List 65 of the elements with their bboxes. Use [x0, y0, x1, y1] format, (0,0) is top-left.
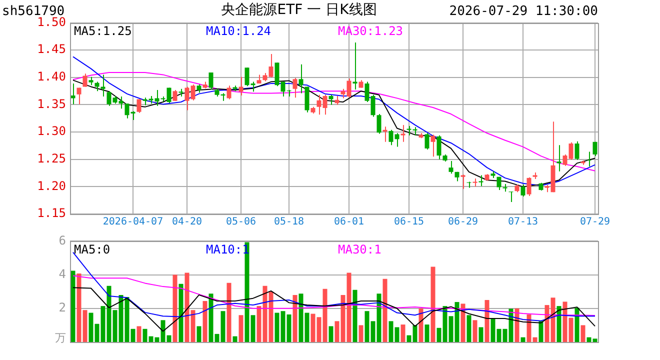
x-tick-label: 04-20: [172, 216, 202, 228]
x-tick-label: 05-06: [226, 216, 256, 228]
x-tick-label: 07-13: [508, 216, 538, 228]
bar: [520, 337, 526, 342]
bar: [70, 270, 76, 342]
bar: [358, 325, 364, 342]
y-axis-title: 万: [55, 331, 66, 344]
candlestick: [490, 170, 496, 178]
text: MA30:1.23: [338, 24, 404, 38]
bar: [466, 315, 472, 342]
y-tick-label: 1.40: [37, 70, 66, 84]
text: MA10:1.24: [206, 24, 272, 38]
y-tick-label: 1.20: [37, 178, 66, 193]
bar: [472, 320, 478, 342]
bar: [382, 278, 388, 342]
candlestick: [478, 174, 484, 187]
bar: [460, 304, 466, 342]
candlestick: [532, 172, 538, 180]
bar: [352, 290, 358, 342]
bar: [418, 308, 424, 342]
bar: [424, 324, 430, 342]
candlestick: [88, 76, 94, 86]
x-tick-label: 06-29: [448, 216, 478, 228]
bar: [292, 294, 298, 342]
bar: [136, 326, 142, 342]
bar: [226, 282, 232, 342]
bar: [238, 315, 244, 342]
y-tick-label: 2: [58, 300, 66, 315]
bar: [400, 324, 406, 342]
bar: [430, 266, 436, 342]
bar: [484, 300, 490, 342]
candlestick: [460, 174, 466, 190]
bar: [556, 306, 562, 342]
x-tick-label: 2026-04-07: [102, 216, 164, 228]
y-tick-label: 1.30: [37, 124, 66, 138]
y-tick-label: 1.25: [37, 151, 66, 166]
candlestick: [502, 183, 508, 192]
y-tick-label: 1.35: [37, 96, 66, 111]
bar: [202, 301, 208, 342]
bar: [580, 325, 586, 342]
y-tick-label: 6: [58, 233, 66, 248]
candlestick: [100, 74, 106, 98]
bar: [328, 326, 334, 342]
x-tick-label: 06-01: [334, 216, 364, 228]
bar: [574, 308, 580, 342]
text: 2026-07-29 11:30:00: [449, 4, 598, 19]
candlestick: [400, 124, 406, 142]
y-tick-label: 1.45: [37, 42, 66, 56]
bar: [538, 321, 544, 342]
text: MA5:1.25: [74, 24, 132, 38]
x-tick-label: 07-29: [580, 216, 610, 228]
text: MA5:0: [74, 242, 110, 256]
x-tick-label: 06-15: [394, 216, 424, 228]
text: MA30:1: [338, 242, 382, 256]
chart-title: 央企能源ETF 一 日K线图: [221, 2, 377, 18]
bar: [178, 284, 184, 342]
x-tick-label: 05-18: [274, 216, 304, 228]
bar: [478, 327, 484, 342]
y-tick-label: 4: [58, 266, 66, 281]
bar: [514, 308, 520, 342]
bar: [196, 326, 202, 342]
y-tick-label: 1.15: [37, 206, 66, 220]
bar: [172, 274, 178, 342]
bar: [232, 336, 238, 342]
y-tick-label: 1.50: [37, 14, 66, 29]
